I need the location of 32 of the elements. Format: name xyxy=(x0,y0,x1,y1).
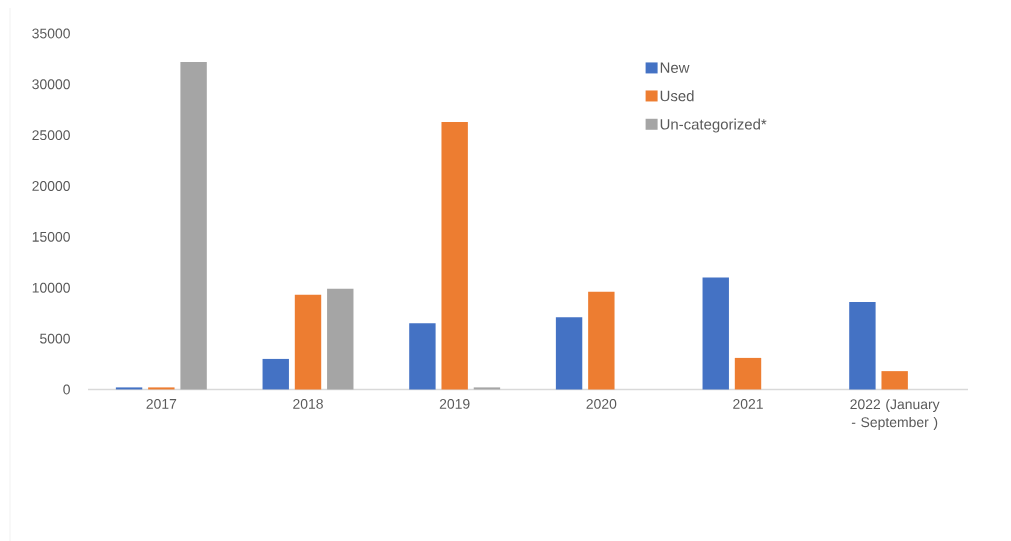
legend-label: Used xyxy=(660,90,694,102)
bar xyxy=(327,288,354,390)
legend-label: New xyxy=(660,62,690,73)
bar xyxy=(441,121,468,390)
bar xyxy=(849,301,876,390)
legend-label: Un-categorized* xyxy=(660,118,767,133)
y-tick-label: 15000 xyxy=(32,231,70,242)
bar xyxy=(473,387,501,390)
x-tick-label: 2020 xyxy=(586,398,617,409)
bar xyxy=(180,61,207,390)
y-tick-label: 30000 xyxy=(32,79,70,90)
x-tick-label: 2019 xyxy=(439,398,470,409)
bar xyxy=(881,371,908,390)
bar xyxy=(588,291,615,390)
y-tick-label: 0 xyxy=(63,384,70,395)
y-tick-label: 25000 xyxy=(32,130,70,140)
bar xyxy=(294,294,322,390)
bar xyxy=(262,358,289,390)
y-tick-label: 20000 xyxy=(32,180,70,191)
x-tick-label: 2018 xyxy=(293,398,323,409)
x-tick-label: 2017 xyxy=(146,398,177,409)
bar xyxy=(115,387,143,390)
bar xyxy=(734,357,762,390)
x-tick-label: 2021 xyxy=(733,398,763,409)
bar xyxy=(702,277,729,390)
bar xyxy=(148,387,175,390)
y-tick-label: 10000 xyxy=(32,282,70,293)
bar xyxy=(409,323,436,390)
x-tick-label: 2022 (January - September ) xyxy=(850,398,940,430)
bar xyxy=(555,317,583,390)
y-tick-label: 5000 xyxy=(40,333,70,344)
y-tick-label: 35000 xyxy=(32,28,70,39)
